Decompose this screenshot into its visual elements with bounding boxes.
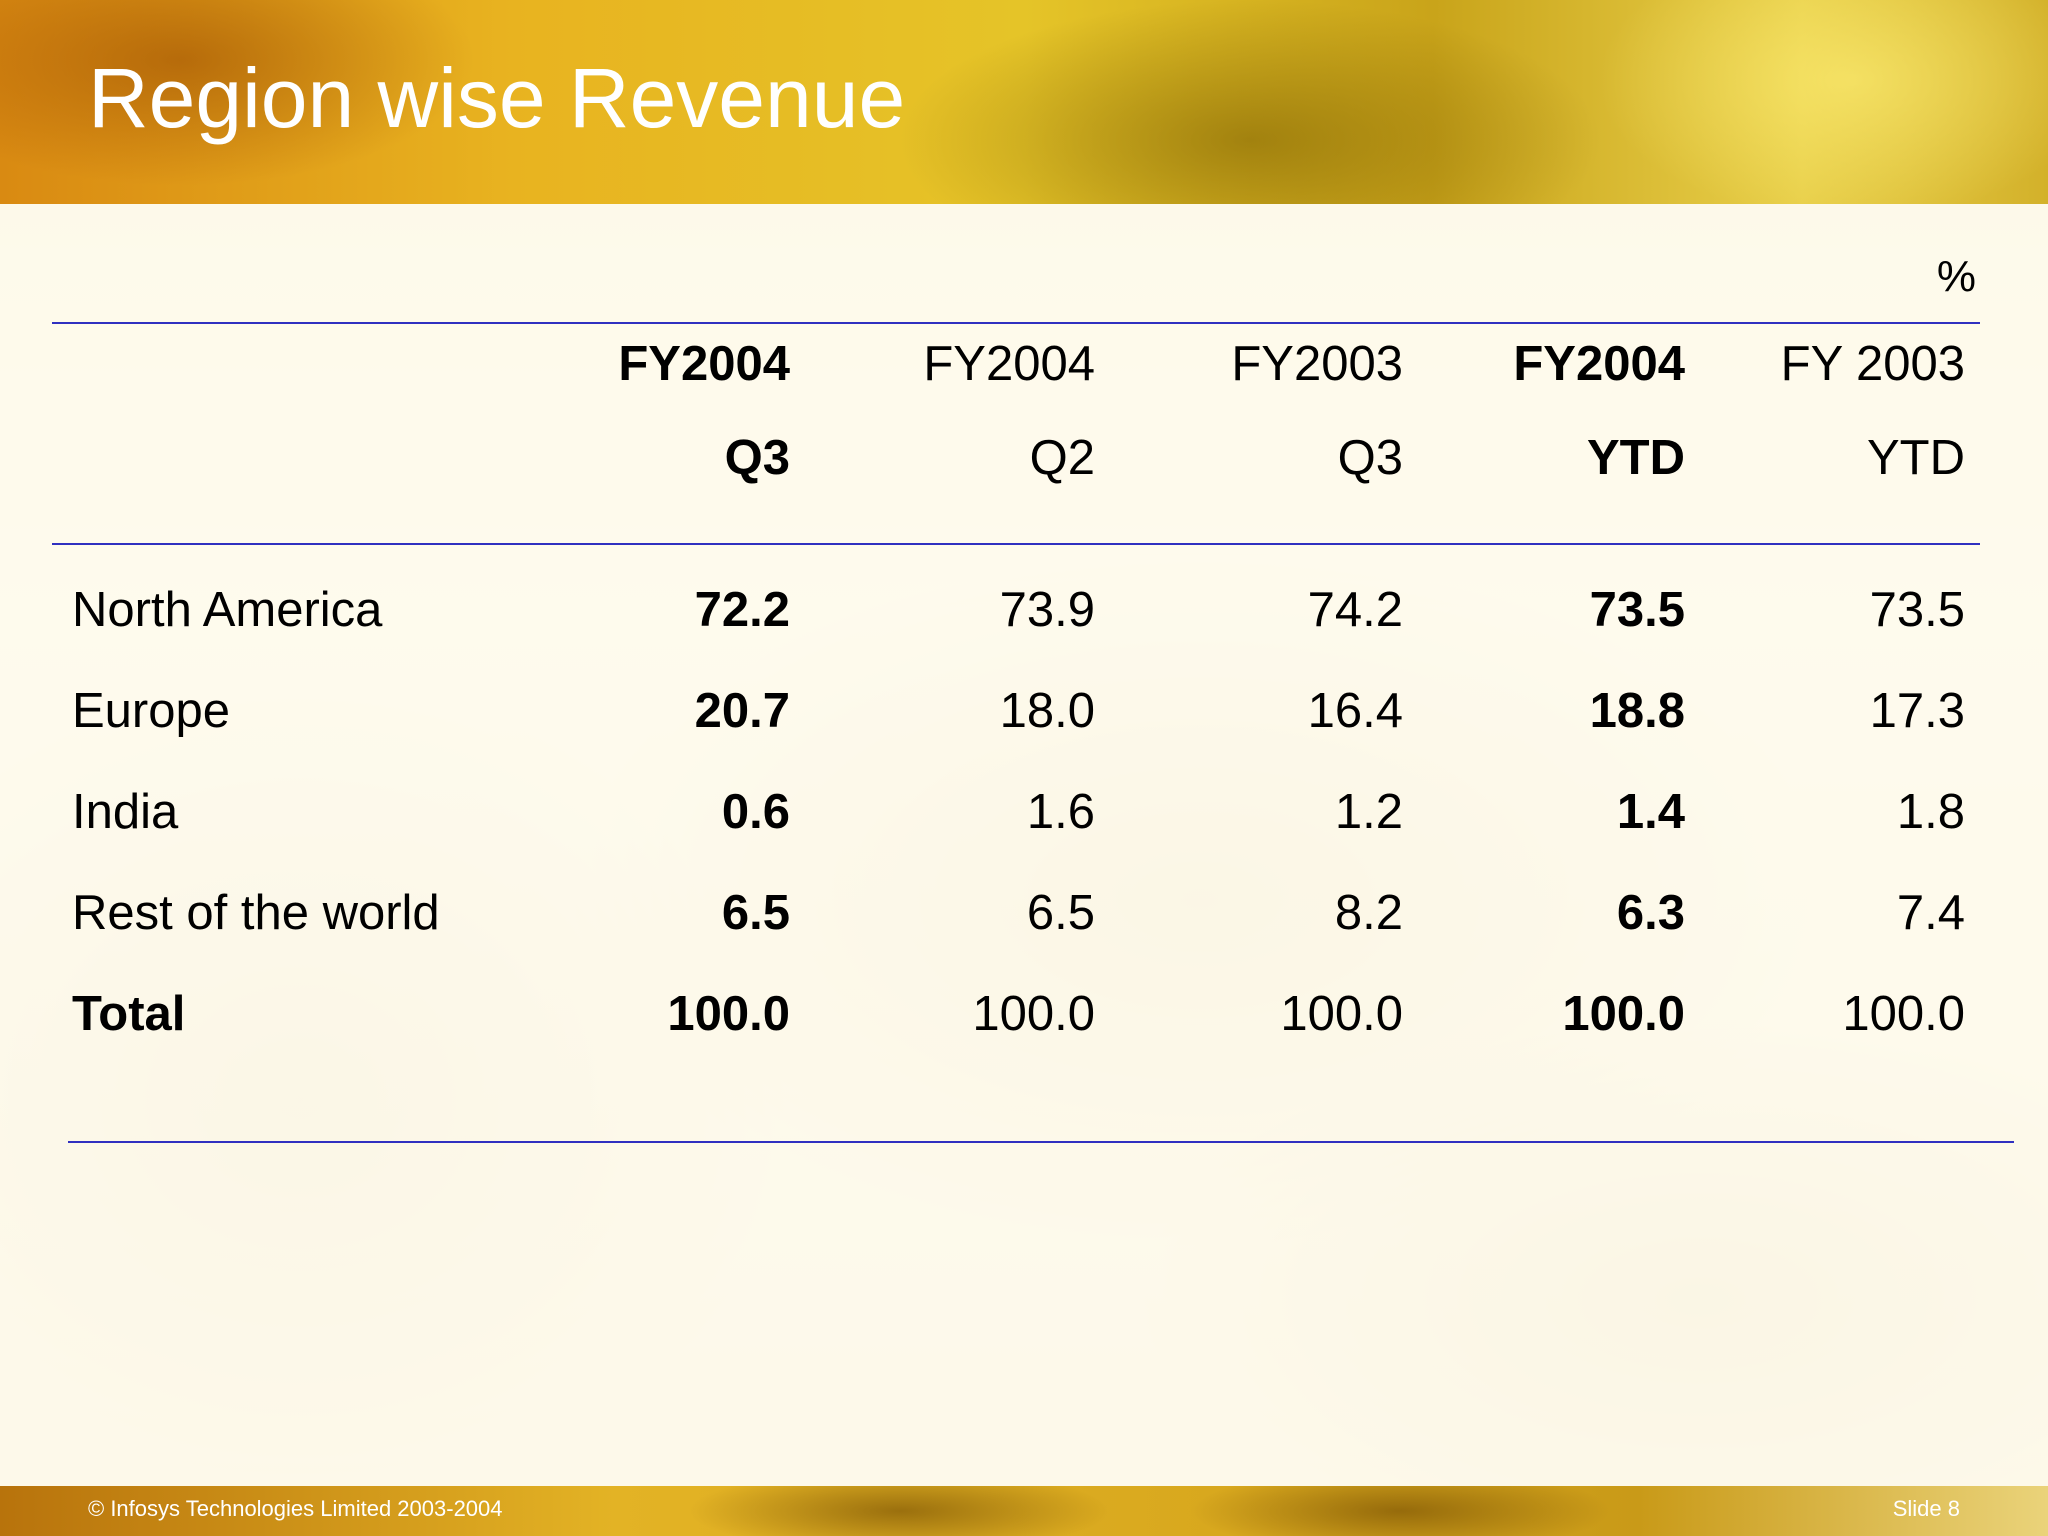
table-cell: 1.4 — [1616, 785, 1685, 839]
table-cell: 1.6 — [1026, 785, 1095, 839]
row-label: North America — [72, 583, 383, 637]
table-cell: 6.5 — [1026, 886, 1095, 940]
row-label: Rest of the world — [72, 886, 440, 940]
row-label: Total — [72, 987, 186, 1041]
row-label: India — [72, 785, 179, 839]
column-header-line1: FY2004 — [618, 337, 790, 391]
column-header-line2: Q3 — [1337, 431, 1403, 485]
table-cell: 100.0 — [972, 987, 1095, 1041]
table-cell: 100.0 — [667, 987, 790, 1041]
table-cell: 17.3 — [1869, 684, 1965, 738]
column-header-line1: FY 2003 — [1780, 337, 1965, 391]
column-header-line2: YTD — [1867, 431, 1965, 485]
slide-number: Slide 8 — [1892, 1496, 1960, 1521]
table-header-rule — [52, 543, 1980, 545]
column-header-line1: FY2003 — [1231, 337, 1403, 391]
table-cell: 100.0 — [1280, 987, 1403, 1041]
unit-label: % — [1936, 252, 1976, 301]
table-cell: 16.4 — [1307, 684, 1403, 738]
table-cell: 100.0 — [1562, 987, 1685, 1041]
table-cell: 18.8 — [1589, 684, 1685, 738]
table-cell: 1.2 — [1334, 785, 1403, 839]
table-cell: 0.6 — [721, 785, 790, 839]
table-top-rule — [52, 322, 1980, 324]
table-cell: 100.0 — [1842, 987, 1965, 1041]
title-banner — [0, 0, 2048, 204]
table-cell: 6.3 — [1616, 886, 1685, 940]
column-header-line2: Q3 — [724, 431, 790, 485]
table-cell: 20.7 — [694, 684, 790, 738]
table-cell: 74.2 — [1307, 583, 1403, 637]
table-cell: 8.2 — [1334, 886, 1403, 940]
table-cell: 73.9 — [999, 583, 1095, 637]
table-cell: 7.4 — [1896, 886, 1965, 940]
slide-title: Region wise Revenue — [88, 51, 906, 145]
table-bottom-rule — [68, 1141, 2014, 1143]
table-cell: 72.2 — [694, 583, 790, 637]
footer-banner — [0, 1486, 2048, 1536]
copyright-text: © Infosys Technologies Limited 2003-2004 — [88, 1496, 503, 1521]
column-header-line1: FY2004 — [1513, 337, 1685, 391]
content-panel — [0, 204, 2048, 1486]
table-cell: 73.5 — [1869, 583, 1965, 637]
table-cell: 1.8 — [1896, 785, 1965, 839]
column-header-line2: YTD — [1587, 431, 1685, 485]
column-header-line1: FY2004 — [923, 337, 1095, 391]
table-cell: 6.5 — [721, 886, 790, 940]
table-cell: 18.0 — [999, 684, 1095, 738]
row-label: Europe — [72, 684, 231, 738]
table-cell: 73.5 — [1589, 583, 1685, 637]
column-header-line2: Q2 — [1029, 431, 1095, 485]
